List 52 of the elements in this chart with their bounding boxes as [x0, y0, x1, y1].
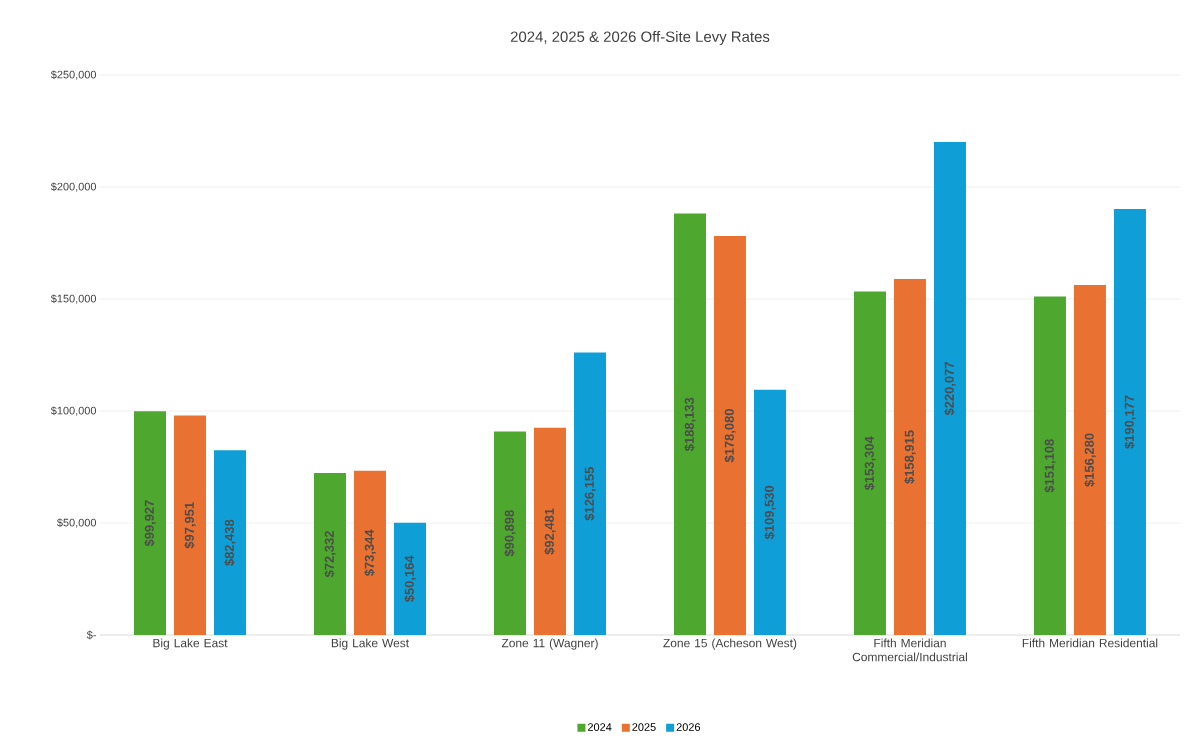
- data-label: $156,280: [1084, 433, 1096, 487]
- chart-title: 2024, 2025 & 2026 Off-Site Levy Rates: [510, 31, 770, 45]
- bar: [573, 352, 606, 635]
- data-label: $178,080: [724, 409, 736, 463]
- bar: [493, 431, 526, 635]
- bar: [1033, 296, 1066, 635]
- x-tick-label: Big Lake East: [153, 638, 228, 650]
- x-tick-label: Fifth Meridian Residential: [1022, 638, 1158, 648]
- bar: [893, 279, 926, 635]
- bar: [933, 142, 966, 635]
- y-tick-label: $50,000: [56, 518, 97, 528]
- data-label: $90,898: [504, 510, 516, 557]
- bar: [713, 236, 746, 635]
- data-label: $188,133: [684, 397, 696, 452]
- data-label: $73,344: [364, 529, 376, 577]
- data-label: $151,108: [1044, 439, 1056, 493]
- data-label: $153,304: [864, 436, 876, 491]
- bar: [393, 522, 426, 635]
- data-label: $99,927: [144, 500, 156, 547]
- data-label: $220,077: [944, 362, 956, 416]
- data-label: $72,332: [324, 531, 336, 578]
- y-tick-label: $150,000: [50, 294, 97, 304]
- bar: [313, 472, 346, 635]
- y-tick-label: $200,000: [50, 182, 97, 192]
- bar: [1113, 209, 1146, 635]
- y-tick-label: $100,000: [50, 406, 97, 416]
- legend-label: 2026: [676, 723, 701, 731]
- bar: [673, 213, 706, 635]
- bar: [353, 470, 386, 635]
- bar: [533, 427, 566, 635]
- bar: [753, 389, 786, 635]
- x-tick-label: Zone 11 (Wagner): [501, 638, 598, 650]
- bar: [1073, 284, 1106, 635]
- y-tick-label: $250,000: [50, 70, 97, 80]
- legend-label: 2025: [632, 723, 656, 731]
- data-label: $50,164: [404, 555, 416, 603]
- data-label: $109,530: [764, 485, 776, 540]
- data-label: $97,951: [184, 502, 196, 549]
- data-label: $82,438: [224, 519, 236, 566]
- bar: [134, 411, 166, 635]
- bar: [214, 450, 246, 635]
- y-tick-label: $-: [86, 630, 96, 640]
- x-tick-label: Big Lake West: [331, 638, 409, 650]
- data-label: $126,155: [584, 467, 596, 521]
- data-label: $92,481: [544, 508, 556, 555]
- bar: [853, 291, 886, 635]
- data-label: $190,177: [1124, 395, 1136, 449]
- x-tick-label: Fifth Meridian Commercial/Industrial: [852, 638, 967, 662]
- x-tick-label: Zone 15 (Acheson West): [663, 638, 797, 650]
- data-label: $158,915: [904, 430, 916, 484]
- legend-label: 2024: [587, 723, 612, 731]
- bar: [174, 415, 206, 635]
